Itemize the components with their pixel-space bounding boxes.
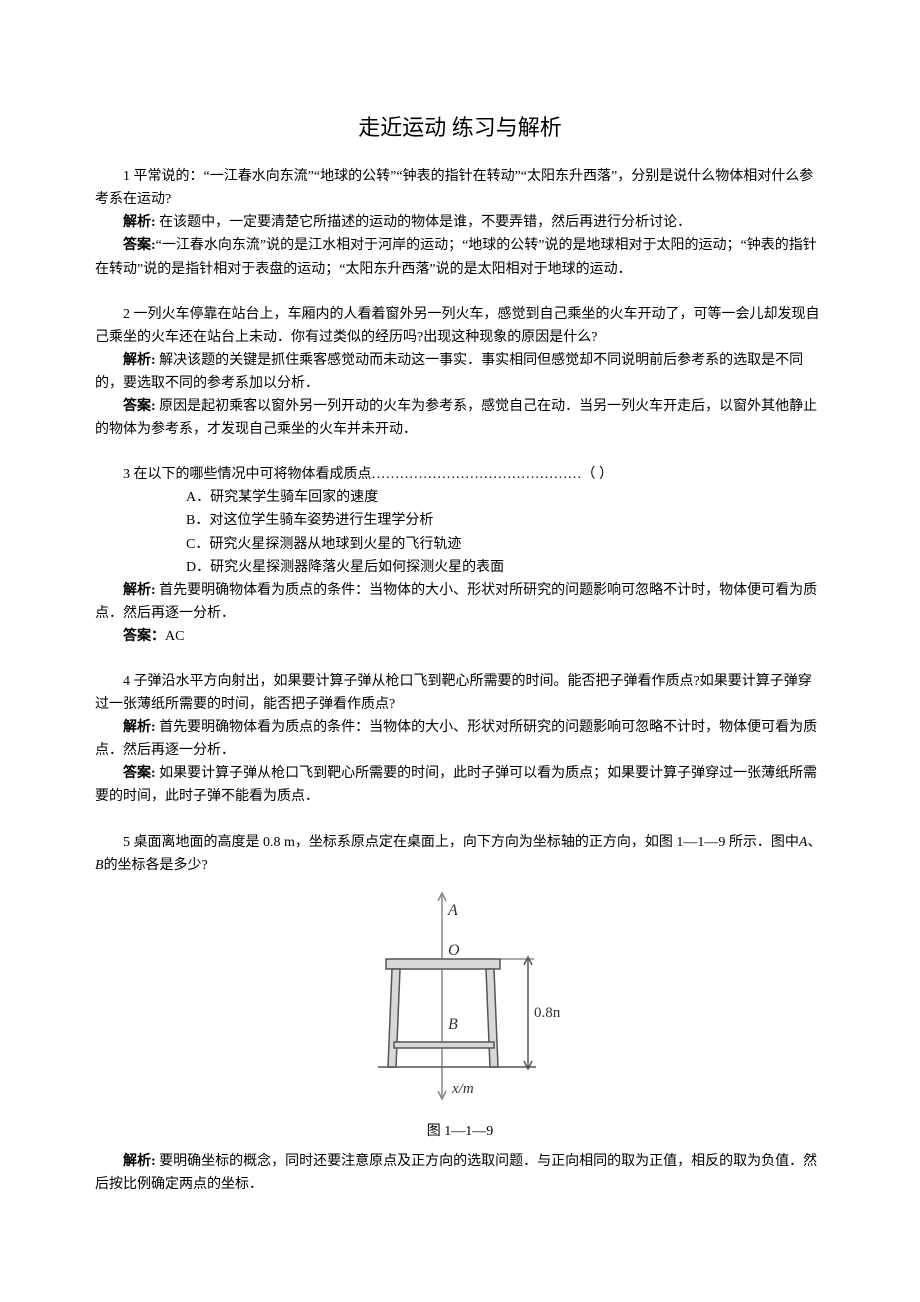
figure-caption: 图 1—1—9 <box>95 1121 825 1143</box>
analysis-label: 解析: <box>123 583 156 598</box>
q3-options: A．研究某学生骑车回家的速度 B．对这位学生骑车姿势进行生理学分析 C．研究火星… <box>95 486 825 578</box>
q5-text-e: 的坐标各是多少? <box>104 858 208 873</box>
q2-text: 2 一列火车停靠在站台上，车厢内的人看着窗外另一列火车，感觉到自己乘坐的火车开动… <box>95 303 825 349</box>
analysis-label: 解析: <box>123 1154 156 1169</box>
q3-answer-text: AC <box>165 629 184 644</box>
label-height: 0.8m <box>534 1005 560 1021</box>
answer-label: 答案: <box>123 399 156 414</box>
q1-analysis: 解析: 在该题中，一定要清楚它所描述的运动的物体是谁，不要弄错，然后再进行分析讨… <box>95 211 825 234</box>
question-1: 1 平常说的：“一江春水向东流”“地球的公转”“钟表的指针在转动”“太阳东升西落… <box>95 165 825 280</box>
label-B: B <box>448 1016 458 1033</box>
label-axis: x/m <box>451 1081 474 1097</box>
q2-analysis-text: 解决该题的关键是抓住乘客感觉动而未动这一事实．事实相同但感觉却不同说明前后参考系… <box>95 353 803 391</box>
label-O: O <box>448 942 460 959</box>
answer-label: 答案: <box>123 238 156 253</box>
q5-analysis-text: 要明确坐标的概念，同时还要注意原点及正方向的选取问题．与正向相同的取为正值，相反… <box>95 1154 817 1192</box>
q2-answer: 答案: 原因是起初乘客以窗外另一列开动的火车为参考系，感觉自己在动．当另一列火车… <box>95 395 825 441</box>
q3-option-d: D．研究火星探测器降落火星后如何探测火星的表面 <box>186 556 825 579</box>
analysis-label: 解析: <box>123 215 156 230</box>
q3-option-a: A．研究某学生骑车回家的速度 <box>186 486 825 509</box>
q4-text: 4 子弹沿水平方向射出，如果要计算子弹从枪口飞到靶心所需要的时间。能否把子弹看作… <box>95 670 825 716</box>
q3-option-b: B．对这位学生骑车姿势进行生理学分析 <box>186 509 825 532</box>
q3-answer: 答案：AC <box>95 625 825 648</box>
q5-text-c: 、 <box>807 835 821 850</box>
q5-text-B: B <box>95 858 104 873</box>
q4-analysis-text: 首先要明确物体看为质点的条件：当物体的大小、形状对所研究的问题影响可忽略不计时，… <box>95 720 817 758</box>
page-title: 走近运动 练习与解析 <box>95 110 825 145</box>
q4-answer-text: 如果要计算子弹从枪口飞到靶心所需要的时间，此时子弹可以看为质点；如果要计算子弹穿… <box>95 766 817 804</box>
analysis-label: 解析: <box>123 353 156 368</box>
q3-analysis: 解析: 首先要明确物体看为质点的条件：当物体的大小、形状对所研究的问题影响可忽略… <box>95 579 825 625</box>
answer-label: 答案： <box>123 629 165 644</box>
q4-answer: 答案: 如果要计算子弹从枪口飞到靶心所需要的时间，此时子弹可以看为质点；如果要计… <box>95 762 825 808</box>
q4-analysis: 解析: 首先要明确物体看为质点的条件：当物体的大小、形状对所研究的问题影响可忽略… <box>95 716 825 762</box>
q1-answer-text: “一江春水向东流”说的是江水相对于河岸的运动；“地球的公转”说的是地球相对于太阳… <box>95 238 817 276</box>
q2-answer-text: 原因是起初乘客以窗外另一列开动的火车为参考系，感觉自己在动．当另一列火车开走后，… <box>95 399 817 437</box>
q1-analysis-text: 在该题中，一定要清楚它所描述的运动的物体是谁，不要弄错，然后再进行分析讨论． <box>156 215 692 230</box>
answer-label: 答案: <box>123 766 156 781</box>
question-4: 4 子弹沿水平方向射出，如果要计算子弹从枪口飞到靶心所需要的时间。能否把子弹看作… <box>95 670 825 809</box>
q1-answer: 答案:“一江春水向东流”说的是江水相对于河岸的运动；“地球的公转”说的是地球相对… <box>95 234 825 280</box>
table-diagram: A O B 0.8m x/m <box>360 887 560 1107</box>
q5-text-a: 5 桌面离地面的高度是 0.8 m，坐标系原点定在桌面上，向下方向为坐标轴的正方… <box>123 835 799 850</box>
q5-text: 5 桌面离地面的高度是 0.8 m，坐标系原点定在桌面上，向下方向为坐标轴的正方… <box>95 831 825 877</box>
q3-stem: 3 在以下的哪些情况中可将物体看成质点………………………………………（ ） <box>95 463 825 486</box>
question-5: 5 桌面离地面的高度是 0.8 m，坐标系原点定在桌面上，向下方向为坐标轴的正方… <box>95 831 825 1196</box>
q3-option-c: C．研究火星探测器从地球到火星的飞行轨迹 <box>186 533 825 556</box>
q5-analysis: 解析: 要明确坐标的概念，同时还要注意原点及正方向的选取问题．与正向相同的取为正… <box>95 1150 825 1196</box>
question-2: 2 一列火车停靠在站台上，车厢内的人看着窗外另一列火车，感觉到自己乘坐的火车开动… <box>95 303 825 442</box>
q3-analysis-text: 首先要明确物体看为质点的条件：当物体的大小、形状对所研究的问题影响可忽略不计时，… <box>95 583 817 621</box>
analysis-label: 解析: <box>123 720 156 735</box>
q1-text: 1 平常说的：“一江春水向东流”“地球的公转”“钟表的指针在转动”“太阳东升西落… <box>95 165 825 211</box>
label-A: A <box>447 902 458 919</box>
q2-analysis: 解析: 解决该题的关键是抓住乘客感觉动而未动这一事实．事实相同但感觉却不同说明前… <box>95 349 825 395</box>
figure-1-1-9: A O B 0.8m x/m <box>95 887 825 1115</box>
question-3: 3 在以下的哪些情况中可将物体看成质点………………………………………（ ） A．… <box>95 463 825 648</box>
